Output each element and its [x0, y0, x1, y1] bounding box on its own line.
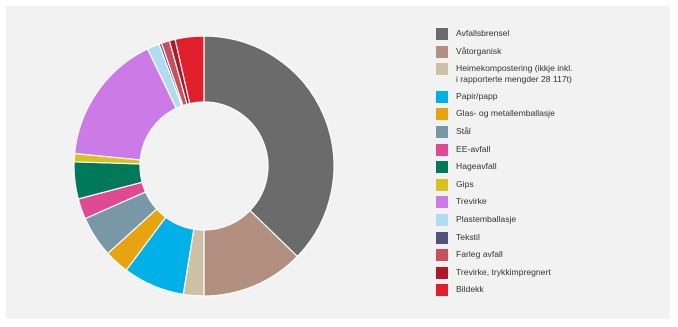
legend-swatch: [436, 178, 448, 191]
legend-label: Avfallsbrensel: [456, 28, 510, 38]
legend-swatch: [436, 90, 448, 103]
legend-label: Våtorganisk: [456, 45, 502, 56]
legend-swatch: [436, 108, 448, 121]
legend-swatch: [436, 249, 448, 262]
legend-item: EE-avfall: [436, 143, 666, 156]
donut-slice-15: [174, 35, 205, 105]
legend-swatch: [436, 231, 448, 244]
legend-item: Glas- og metallemballasje: [436, 108, 666, 121]
legend-item: Tekstil: [436, 231, 666, 244]
chart-panel: Avfallsbrensel Våtorganisk Heimekomposteri…: [6, 6, 670, 319]
legend-swatch: [436, 213, 448, 226]
legend-swatch: [436, 266, 448, 279]
legend-label: Heimekompostering (ikkje inkl. i rapport…: [456, 63, 573, 85]
donut-slice-1: [203, 35, 335, 258]
legend-swatch: [436, 196, 448, 209]
legend-item: Avfallsbrensel: [436, 28, 666, 40]
legend-swatch: [436, 284, 448, 297]
legend-label: Glas- og metallemballasje: [456, 108, 555, 119]
legend-item: Stål: [436, 125, 666, 138]
legend-item: Papir/papp: [436, 90, 666, 103]
legend-label: Papir/papp: [456, 90, 498, 101]
legend-label: EE-avfall: [456, 143, 491, 154]
legend-label: Hageavfall: [456, 161, 497, 172]
legend-swatch: [436, 143, 448, 156]
legend-item: Farleg avfall: [436, 249, 666, 262]
legend-item: Trevirke: [436, 196, 666, 209]
legend-label: Stål: [456, 125, 471, 136]
legend-item: Bildekk: [436, 284, 666, 297]
legend-label: Trevirke: [456, 196, 487, 207]
chart-legend: Avfallsbrensel Våtorganisk Heimekomposteri…: [436, 28, 666, 302]
legend-label: Bildekk: [456, 284, 484, 295]
legend-swatch: [436, 28, 448, 40]
donut-chart: [73, 35, 335, 297]
legend-swatch: [436, 45, 448, 58]
legend-label: Tekstil: [456, 231, 480, 242]
legend-item: Våtorganisk: [436, 45, 666, 58]
legend-label: Trevirke, trykkimpregnert: [456, 266, 551, 277]
legend-item: Hageavfall: [436, 161, 666, 174]
legend-swatch: [436, 125, 448, 138]
legend-label: Gips: [456, 178, 474, 189]
legend-label: Plastemballasje: [456, 213, 517, 224]
legend-item: Gips: [436, 178, 666, 191]
legend-item: Plastemballasje: [436, 213, 666, 226]
legend-item: Trevirke, trykkimpregnert: [436, 266, 666, 279]
legend-swatch: [436, 63, 448, 76]
legend-item: Heimekompostering (ikkje inkl. i rapport…: [436, 63, 666, 85]
donut-slice-10: [73, 48, 178, 161]
legend-label: Farleg avfall: [456, 249, 503, 260]
legend-swatch: [436, 161, 448, 174]
